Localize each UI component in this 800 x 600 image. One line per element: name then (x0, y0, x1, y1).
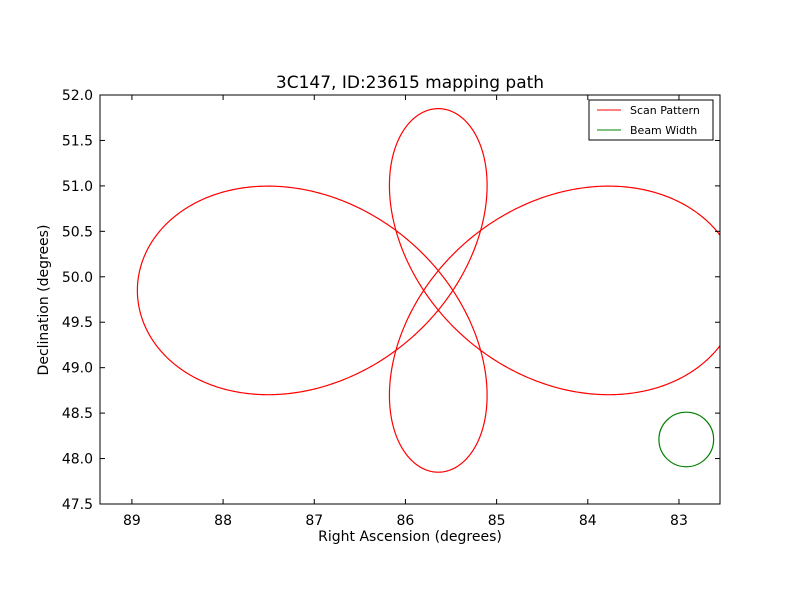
x-tick-label: 88 (214, 513, 232, 529)
x-axis-label: Right Ascension (degrees) (318, 529, 502, 545)
y-tick-label: 49.5 (62, 315, 93, 331)
legend-label-scan-pattern: Scan Pattern (630, 104, 700, 117)
x-tick-label: 86 (397, 513, 415, 529)
y-tick-label: 52.0 (62, 88, 93, 104)
x-tick-label: 84 (579, 513, 597, 529)
y-tick-label: 50.0 (62, 270, 93, 286)
y-tick-label: 50.5 (62, 224, 93, 240)
x-tick-label: 85 (488, 513, 506, 529)
x-tick-label: 83 (670, 513, 688, 529)
y-axis-label: Declination (degrees) (36, 225, 52, 376)
plot-frame (99, 94, 721, 505)
scan-pattern-line (136, 108, 720, 473)
legend-box (588, 99, 714, 141)
y-tick-label: 48.0 (62, 452, 93, 468)
y-tick-label: 51.0 (62, 179, 93, 195)
y-tick-label: 47.5 (62, 497, 93, 513)
x-tick-label: 87 (305, 513, 323, 529)
legend-label-beam-width: Beam Width (630, 124, 697, 137)
beam-width-circle (658, 411, 715, 468)
legend: Scan Pattern Beam Width (588, 99, 714, 141)
y-tick-label: 48.5 (62, 406, 93, 422)
x-tick-label: 89 (123, 513, 141, 529)
y-tick-label: 49.0 (62, 361, 93, 377)
chart-title: 3C147, ID:23615 mapping path (276, 73, 544, 93)
y-tick-label: 51.5 (62, 133, 93, 149)
